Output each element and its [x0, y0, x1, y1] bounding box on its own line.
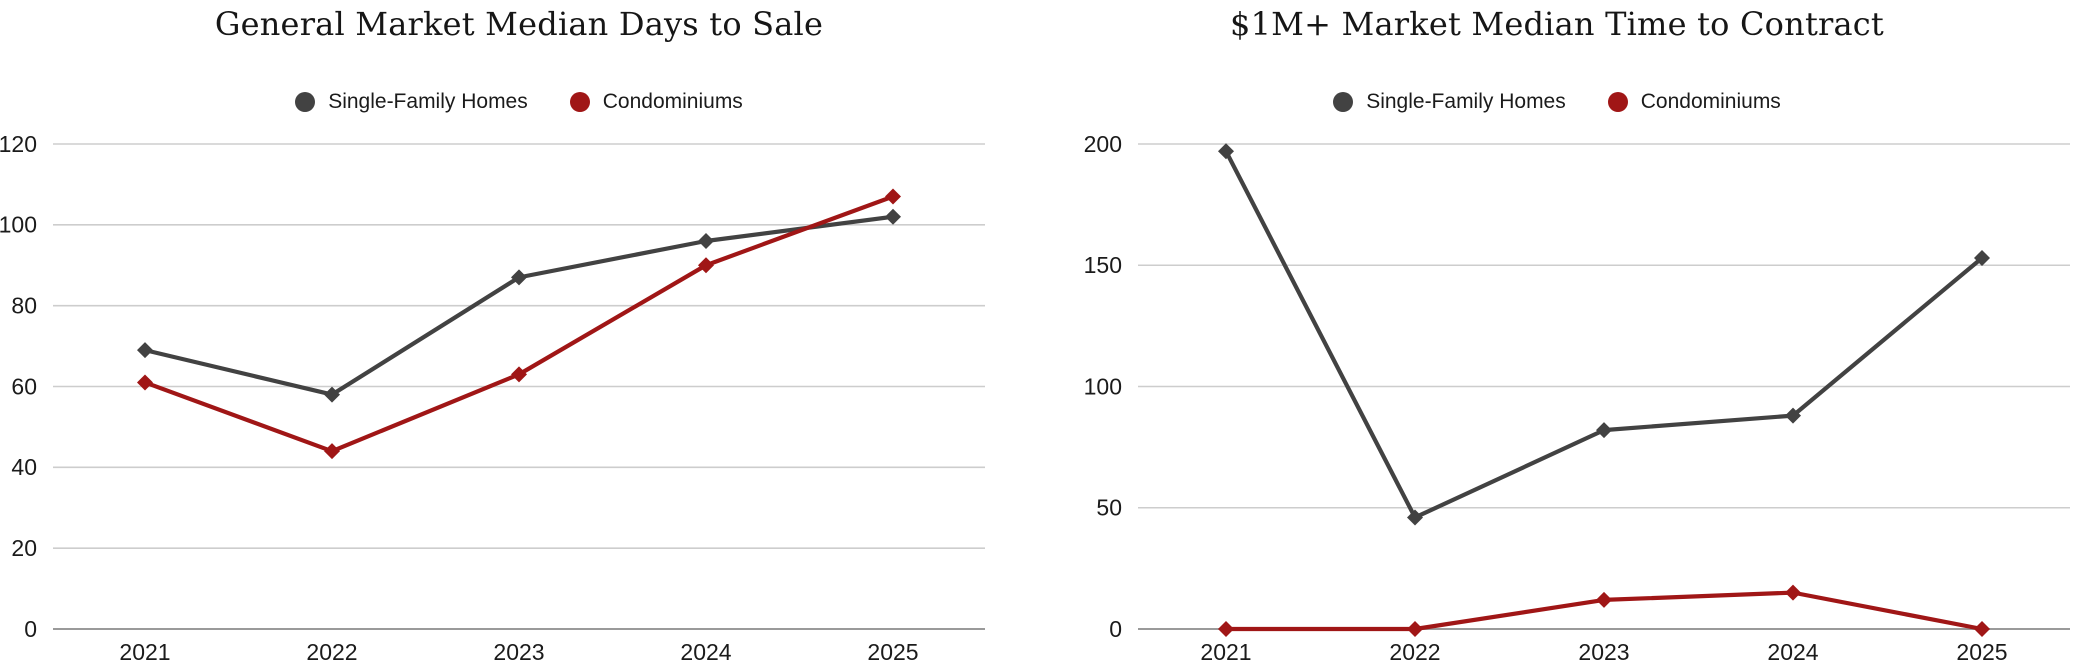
legend-item-single-family-homes: Single-Family Homes — [295, 90, 528, 114]
chart-legend: Single-Family Homes Condominiums — [1038, 90, 2076, 114]
legend-marker-condominiums-icon — [569, 92, 590, 112]
legend-label-condominiums: Condominiums — [602, 90, 743, 113]
x-tick-label: 2023 — [493, 639, 544, 665]
data-point-marker — [885, 208, 901, 225]
legend-label-single-family: Single-Family Homes — [1366, 90, 1566, 113]
x-tick-label: 2023 — [1578, 639, 1629, 665]
data-point-marker — [1596, 422, 1612, 439]
chart-title: General Market Median Days to Sale — [214, 5, 824, 43]
x-tick-label: 2025 — [867, 639, 918, 665]
x-tick-label: 2022 — [1389, 639, 1440, 665]
x-tick-label: 2021 — [119, 639, 170, 665]
legend-marker-condominiums-icon — [1607, 92, 1628, 112]
x-tick-label: 2022 — [306, 639, 357, 665]
legend-item-single-family-homes: Single-Family Homes — [1333, 90, 1566, 114]
data-point-marker — [137, 374, 153, 391]
chart-general-market-days-to-sale: General Market Median Days to Sale Singl… — [0, 5, 1038, 665]
legend-label-single-family: Single-Family Homes — [328, 90, 528, 113]
data-point-marker — [885, 188, 901, 205]
legend-item-condominiums: Condominiums — [1607, 90, 1781, 114]
y-tick-label: 100 — [0, 212, 37, 238]
x-tick-label: 2024 — [1767, 639, 1818, 665]
data-point-marker — [1407, 509, 1423, 526]
data-point-marker — [1407, 621, 1423, 637]
data-point-marker — [137, 342, 153, 359]
data-point-marker — [1785, 407, 1801, 424]
series-line-condominiums — [142, 194, 896, 454]
y-tick-label: 40 — [11, 454, 37, 480]
series-line-single-family — [1223, 149, 1985, 520]
chart-1m-plus-time-to-contract: $1M+ Market Median Time to Contract Sing… — [1038, 0, 2076, 665]
plot-area-general-market: 0 20 40 60 80 100 120 2021 2022 2023 2024 2025 — [0, 131, 985, 665]
data-point-marker — [1974, 249, 1990, 266]
legend-marker-single-family-icon — [295, 92, 316, 112]
y-tick-label: 0 — [1109, 616, 1122, 642]
data-point-marker — [698, 257, 714, 274]
data-point-marker — [324, 386, 340, 403]
data-point-marker — [698, 233, 714, 249]
y-tick-label: 100 — [1084, 373, 1122, 399]
data-point-marker — [1596, 591, 1612, 608]
y-tick-label: 50 — [1096, 495, 1122, 521]
chart-title: $1M+ Market Median Time to Contract — [1230, 5, 1884, 43]
y-tick-label: 60 — [11, 373, 37, 399]
plot-area-1m-plus-market: 0 50 100 150 200 2021 2022 2023 2024 2025 — [1084, 131, 2070, 665]
data-point-marker — [511, 366, 527, 383]
y-tick-label: 20 — [11, 535, 37, 561]
legend-marker-single-family-icon — [1333, 92, 1354, 112]
x-tick-label: 2021 — [1200, 639, 1251, 665]
x-tick-label: 2024 — [680, 639, 731, 665]
y-tick-label: 120 — [0, 131, 37, 157]
data-point-marker — [1218, 143, 1234, 160]
data-point-marker — [1218, 621, 1234, 637]
y-tick-label: 200 — [1084, 131, 1122, 157]
chart-legend: Single-Family Homes Condominiums — [0, 90, 1038, 114]
data-point-marker — [511, 269, 527, 286]
y-tick-label: 0 — [24, 616, 37, 642]
data-point-marker — [324, 443, 340, 460]
y-tick-label: 150 — [1084, 252, 1122, 278]
x-tick-label: 2025 — [1956, 639, 2007, 665]
legend-item-condominiums: Condominiums — [569, 90, 743, 114]
data-point-marker — [1974, 621, 1990, 637]
legend-label-condominiums: Condominiums — [1640, 90, 1781, 113]
y-tick-label: 80 — [11, 292, 37, 318]
data-point-marker — [1785, 584, 1801, 601]
